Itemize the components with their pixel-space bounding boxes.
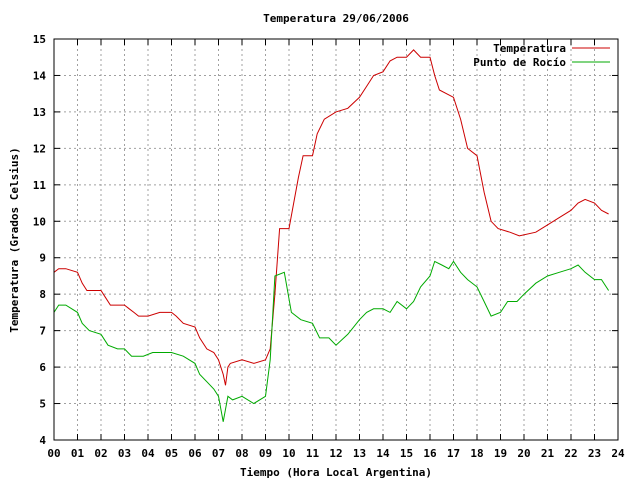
y-axis-label: Temperatura (Grados Celsius) (8, 147, 21, 332)
x-tick-label: 11 (306, 447, 320, 460)
axis-ticks: 4 5 6 7 8 9 10 11 12 13 14 15 00 01 02 03 04 05 06 07 08 09 10… (33, 33, 625, 460)
y-tick-label: 10 (33, 215, 46, 228)
chart-title: Temperatura 29/06/2006 (263, 12, 409, 25)
x-tick-label: 03 (118, 447, 131, 460)
x-tick-label: 09 (259, 447, 272, 460)
legend-label-punto-de-rocio: Punto de Rocío (473, 56, 566, 69)
x-tick-label: 07 (212, 447, 225, 460)
y-tick-label: 9 (39, 252, 46, 265)
x-tick-label: 16 (423, 447, 437, 460)
x-tick-label: 02 (94, 447, 107, 460)
y-tick-label: 7 (39, 325, 46, 338)
x-tick-label: 20 (517, 447, 530, 460)
x-tick-label: 24 (611, 447, 625, 460)
legend: Temperatura Punto de Rocío (473, 42, 610, 69)
x-tick-label: 22 (564, 447, 577, 460)
x-tick-label: 01 (71, 447, 85, 460)
x-axis-label: Tiempo (Hora Local Argentina) (240, 466, 432, 479)
x-tick-label: 19 (494, 447, 507, 460)
x-tick-label: 10 (282, 447, 295, 460)
x-tick-label: 05 (165, 447, 178, 460)
x-tick-label: 21 (541, 447, 555, 460)
y-tick-label: 8 (39, 288, 46, 301)
y-tick-label: 13 (33, 106, 46, 119)
x-tick-label: 18 (470, 447, 483, 460)
y-tick-label: 6 (39, 361, 46, 374)
series-line-temperatura (53, 49, 609, 386)
y-tick-label: 5 (39, 398, 46, 411)
series-group (53, 49, 610, 422)
x-tick-label: 23 (588, 447, 601, 460)
y-tick-label: 14 (33, 69, 47, 82)
y-tick-label: 4 (39, 434, 46, 447)
legend-label-temperatura: Temperatura (493, 42, 566, 55)
series-line-punto-de-rocio (53, 260, 610, 422)
x-tick-label: 04 (141, 447, 155, 460)
y-tick-label: 15 (33, 33, 46, 46)
x-tick-label: 14 (376, 447, 390, 460)
y-tick-label: 12 (33, 142, 46, 155)
x-tick-label: 17 (447, 447, 460, 460)
x-tick-label: 13 (353, 447, 366, 460)
x-tick-label: 08 (235, 447, 248, 460)
x-tick-label: 06 (188, 447, 202, 460)
x-tick-label: 00 (47, 447, 60, 460)
x-tick-label: 12 (329, 447, 342, 460)
y-tick-label: 11 (33, 179, 47, 192)
x-tick-label: 15 (400, 447, 413, 460)
